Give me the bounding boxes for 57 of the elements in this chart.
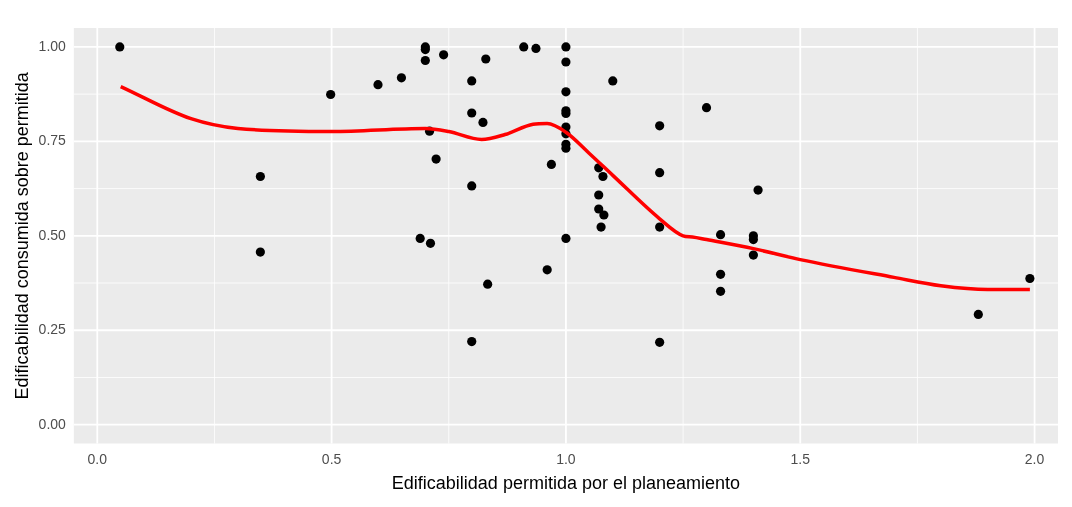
point — [748, 250, 758, 260]
point — [467, 108, 477, 118]
x-tick-label: 1.0 — [556, 450, 576, 467]
point — [546, 159, 556, 169]
x-tick-label: 0.0 — [87, 450, 108, 467]
point — [561, 87, 571, 97]
point — [655, 121, 665, 131]
point — [596, 222, 606, 232]
point — [415, 233, 425, 244]
point — [594, 190, 604, 200]
point — [420, 55, 430, 66]
point — [326, 89, 336, 100]
point — [531, 43, 541, 53]
y-tick-label: 0.50 — [38, 226, 67, 243]
line-series — [118, 84, 1032, 292]
y-tick-label: 0.00 — [38, 415, 67, 432]
y-tick-label: 0.25 — [38, 321, 67, 338]
point — [753, 185, 763, 195]
point — [115, 42, 125, 52]
point — [425, 238, 436, 248]
y-tick-label: 1.00 — [38, 37, 67, 54]
point — [598, 171, 608, 182]
point — [481, 54, 491, 64]
point — [599, 210, 609, 220]
x-tick-label: 1.5 — [790, 450, 811, 467]
point — [655, 222, 665, 232]
point — [715, 230, 726, 240]
point — [519, 42, 529, 52]
point — [483, 279, 493, 289]
point — [608, 76, 618, 86]
point — [478, 117, 488, 128]
point — [542, 265, 552, 275]
point — [715, 269, 726, 279]
y-axis-title: Edificabilidad consumida sobre permitida — [11, 71, 32, 400]
point — [467, 336, 477, 347]
point — [431, 154, 441, 164]
point — [561, 42, 571, 52]
x-tick-label: 2.0 — [1024, 450, 1045, 467]
point — [396, 73, 407, 83]
point — [1025, 273, 1035, 284]
point — [973, 309, 983, 319]
point — [701, 103, 712, 113]
point — [655, 337, 665, 347]
point — [439, 50, 449, 60]
point — [715, 286, 726, 296]
point — [655, 168, 665, 178]
point — [561, 233, 571, 244]
point — [255, 247, 265, 257]
point — [561, 57, 571, 67]
point — [467, 76, 477, 86]
point — [467, 181, 477, 191]
x-tick-label: 0.5 — [321, 450, 342, 467]
x-axis-title: Edificabilidad permitida por el planeamiento — [391, 473, 741, 494]
point — [373, 80, 383, 90]
y-tick-label: 0.75 — [38, 132, 67, 149]
point — [255, 171, 265, 182]
point — [594, 204, 604, 214]
